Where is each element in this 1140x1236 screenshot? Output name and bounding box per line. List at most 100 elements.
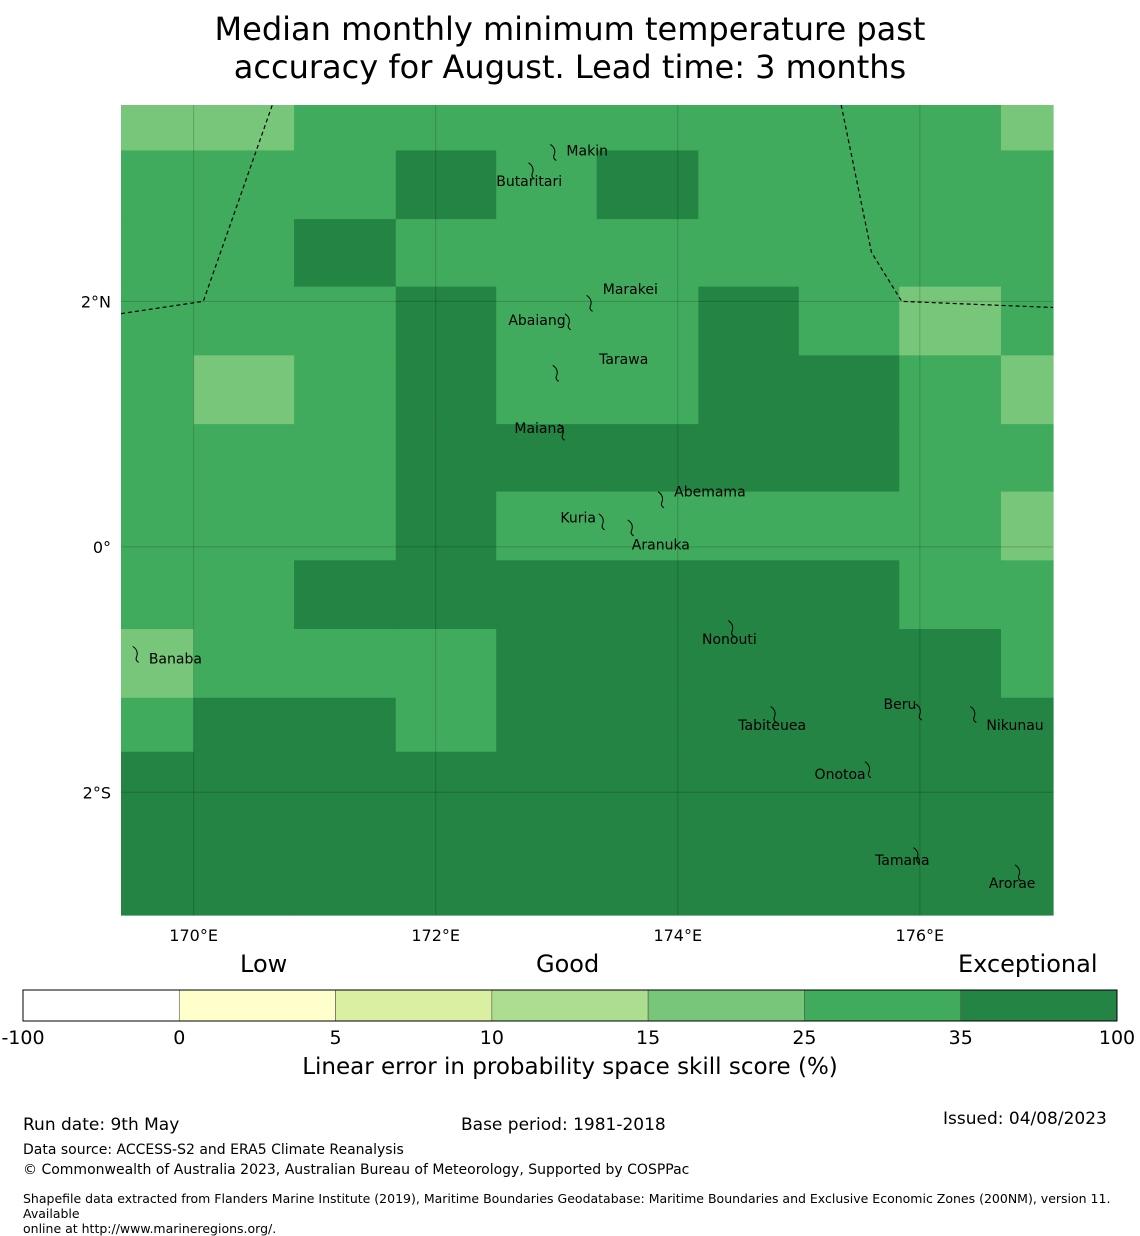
colorbar-bin bbox=[647, 989, 805, 1022]
skill-cell bbox=[395, 355, 497, 425]
skill-cell bbox=[899, 751, 1002, 916]
island-outline bbox=[657, 491, 665, 509]
title-line-1: Median monthly minimum temperature past bbox=[214, 10, 926, 48]
island-label: Abemama bbox=[674, 485, 746, 501]
island-outline bbox=[586, 294, 593, 312]
y-tick-label: 0° bbox=[93, 538, 111, 557]
y-tick-label: 2°S bbox=[83, 783, 111, 802]
title-line-2: accuracy for August. Lead time: 3 months bbox=[233, 48, 907, 86]
skill-cell bbox=[121, 697, 195, 753]
skill-cell bbox=[193, 424, 295, 493]
island-label: Tamana bbox=[874, 853, 929, 869]
skill-cell bbox=[596, 286, 699, 356]
skill-cell bbox=[1000, 286, 1054, 356]
island-outline bbox=[550, 143, 557, 161]
skill-cell bbox=[121, 751, 195, 916]
colorbar-tick-label: 100 bbox=[1099, 1027, 1135, 1045]
skill-cell bbox=[698, 424, 800, 493]
skill-cell bbox=[294, 491, 397, 561]
skill-cell bbox=[698, 105, 800, 152]
skill-cell bbox=[698, 491, 800, 561]
island-label: Maiana bbox=[514, 421, 565, 437]
island-label: Abaiang bbox=[508, 313, 565, 329]
skill-cell bbox=[596, 629, 699, 699]
skill-cell bbox=[193, 219, 295, 288]
skill-cell bbox=[698, 355, 800, 425]
island-outline bbox=[552, 364, 559, 382]
base-period: Base period: 1981-2018 bbox=[461, 1115, 666, 1135]
eez-boundary bbox=[840, 104, 1054, 309]
island-label: Arorae bbox=[989, 876, 1036, 892]
skill-cell bbox=[798, 150, 900, 220]
skill-cell bbox=[121, 629, 195, 699]
island-label: Marakei bbox=[603, 282, 658, 298]
skill-cell bbox=[294, 629, 397, 699]
skill-cell bbox=[395, 286, 497, 356]
colorbar-bin bbox=[335, 989, 493, 1022]
skill-cell bbox=[899, 491, 1002, 561]
map-title: Median monthly minimum temperature past … bbox=[0, 10, 1140, 86]
skill-cell bbox=[596, 105, 699, 152]
island-label: Butaritari bbox=[496, 174, 562, 190]
skill-cell bbox=[496, 150, 598, 220]
colorbar-heading-low: Low bbox=[240, 950, 288, 978]
skill-cell bbox=[294, 150, 397, 220]
shapefile-credit: Shapefile data extracted from Flanders M… bbox=[23, 1191, 1133, 1236]
skill-cell bbox=[395, 105, 497, 152]
skill-cell bbox=[395, 491, 497, 561]
island-outline bbox=[564, 313, 572, 331]
skill-cell bbox=[395, 424, 497, 493]
colorbar-label: Linear error in probability space skill … bbox=[302, 1054, 838, 1080]
skill-cell bbox=[899, 355, 1002, 425]
skill-cell bbox=[1000, 629, 1054, 699]
colorbar-tick-label: 0 bbox=[173, 1027, 185, 1045]
island-outline bbox=[727, 620, 735, 638]
island-label: Onotoa bbox=[815, 767, 866, 783]
skill-cell bbox=[395, 560, 497, 630]
skill-cell bbox=[798, 491, 900, 561]
skill-cell bbox=[899, 629, 1002, 699]
skill-cell bbox=[496, 424, 598, 493]
island-outline bbox=[598, 513, 605, 531]
colorbar-bin bbox=[22, 989, 180, 1022]
colorbar-bin bbox=[491, 989, 649, 1022]
skill-cell bbox=[1000, 105, 1054, 152]
colorbar-tick-label: 10 bbox=[480, 1027, 504, 1045]
run-date: Run date: 9th May bbox=[23, 1115, 180, 1135]
skill-cell bbox=[698, 560, 800, 630]
skill-cell bbox=[798, 355, 900, 425]
skill-cell bbox=[899, 424, 1002, 493]
island-outline bbox=[558, 423, 566, 441]
y-tick-label: 2°N bbox=[81, 292, 111, 311]
skill-cell bbox=[294, 105, 397, 152]
skill-cell bbox=[121, 219, 195, 288]
skill-cell bbox=[496, 560, 598, 630]
island-label: Kuria bbox=[560, 510, 596, 526]
skill-cell bbox=[496, 219, 598, 288]
skill-cell bbox=[798, 219, 900, 288]
skill-cell bbox=[596, 697, 699, 753]
skill-cell bbox=[1000, 491, 1054, 561]
skill-cell bbox=[1000, 219, 1054, 288]
shapefile-credit-line-1: Shapefile data extracted from Flanders M… bbox=[23, 1191, 1111, 1221]
colorbar-heading-good: Good bbox=[536, 950, 600, 978]
skill-cell bbox=[496, 751, 598, 916]
skill-cell bbox=[294, 286, 397, 356]
skill-cell bbox=[798, 424, 900, 493]
shapefile-credit-line-2: online at http://www.marineregions.org/. bbox=[23, 1221, 277, 1236]
skill-cell bbox=[121, 150, 195, 220]
skill-cell bbox=[1000, 751, 1054, 916]
island-label: Banaba bbox=[149, 652, 202, 668]
colorbar-tick-label: 35 bbox=[949, 1027, 973, 1045]
colorbar-tick-label: 25 bbox=[792, 1027, 816, 1045]
island-outline bbox=[970, 706, 977, 723]
skill-cell bbox=[798, 697, 900, 753]
skill-cell bbox=[294, 560, 397, 630]
skill-cell bbox=[596, 219, 699, 288]
skill-cell bbox=[193, 629, 295, 699]
colorbar-tick-label: 15 bbox=[636, 1027, 660, 1045]
skill-cell bbox=[798, 560, 900, 630]
colorbar-heading-exceptional: Exceptional bbox=[958, 950, 1098, 978]
colorbar-bin bbox=[960, 989, 1118, 1022]
skill-cell bbox=[121, 286, 195, 356]
